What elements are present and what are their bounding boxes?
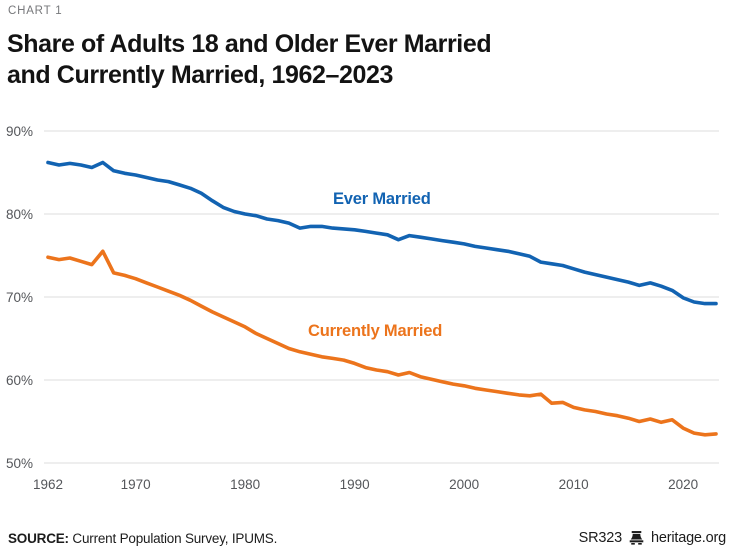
x-tick-label: 1980 (230, 477, 260, 492)
x-tick-label: 2000 (449, 477, 479, 492)
x-tick-label: 1962 (33, 477, 63, 492)
source-note: SOURCE: Current Population Survey, IPUMS… (8, 531, 277, 546)
series-label-currently-married: Currently Married (308, 322, 443, 340)
y-tick-label: 90% (6, 124, 33, 139)
source-text: Current Population Survey, IPUMS. (72, 530, 278, 546)
y-tick-label: 60% (6, 373, 33, 388)
liberty-bell-icon (629, 531, 644, 545)
line-ever-married (46, 160, 718, 306)
footer-branding: SR323 heritage.org (578, 530, 727, 546)
chart-footer: SOURCE: Current Population Survey, IPUMS… (0, 530, 734, 546)
x-tick-label: 2020 (668, 477, 698, 492)
site-url: heritage.org (651, 530, 726, 546)
x-tick-label: 2010 (559, 477, 589, 492)
y-tick-label: 70% (6, 290, 33, 305)
title-line-2: and Currently Married, 1962–2023 (7, 61, 394, 89)
x-tick-label: 1990 (340, 477, 370, 492)
source-label: SOURCE: (8, 530, 69, 546)
y-tick-label: 50% (6, 456, 33, 471)
chart-eyebrow: CHART 1 (8, 5, 63, 17)
line-currently-married (46, 249, 718, 437)
x-tick-label: 1970 (121, 477, 151, 492)
title-line-1: Share of Adults 18 and Older Ever Marrie… (7, 30, 492, 58)
report-id: SR323 (578, 530, 623, 546)
series-label-ever-married: Ever Married (333, 190, 431, 208)
page-title: Share of Adults 18 and Older Ever Marrie… (7, 29, 492, 91)
y-tick-label: 80% (6, 207, 33, 222)
